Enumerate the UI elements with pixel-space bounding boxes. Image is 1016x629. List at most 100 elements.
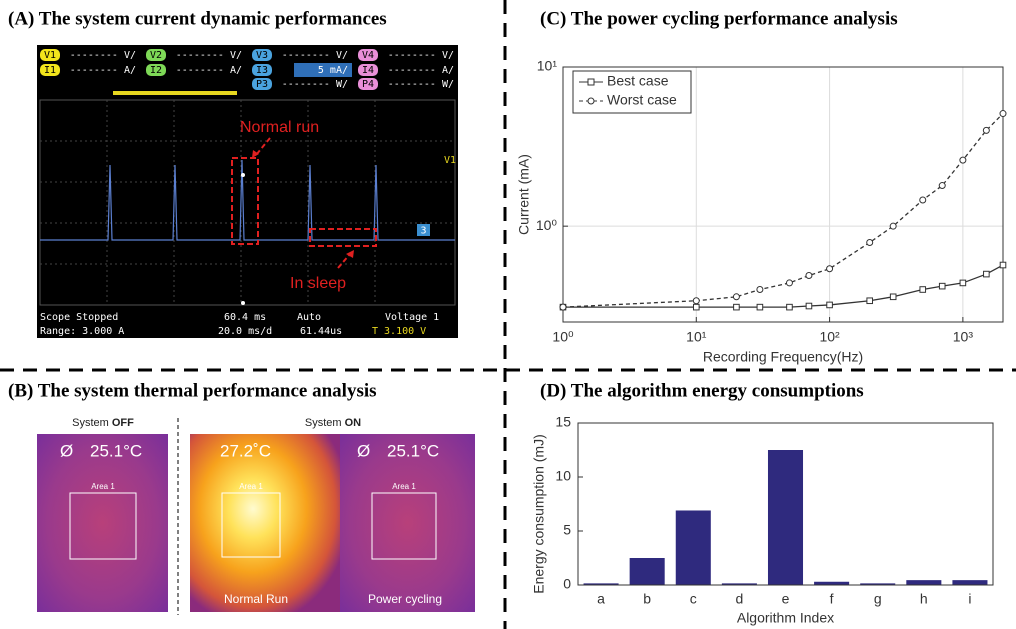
point bbox=[866, 238, 874, 246]
legend-label: Worst case bbox=[607, 92, 677, 108]
bar bbox=[583, 583, 619, 585]
status: 61.44us bbox=[300, 326, 342, 337]
state-value: ON bbox=[345, 417, 362, 429]
channel-reading: -------- V/ bbox=[70, 50, 136, 61]
point bbox=[826, 265, 834, 273]
x-tick-label: 10³ bbox=[953, 329, 974, 345]
channel-reading: -------- A/ bbox=[176, 65, 242, 76]
plot-frame bbox=[39, 99, 456, 306]
status: Range: 3.000 A bbox=[40, 326, 124, 337]
channel-label: P3 bbox=[256, 79, 268, 90]
temperature: 25.1°C bbox=[387, 441, 439, 460]
thermal-image bbox=[340, 434, 475, 612]
panel-title: (A) The system current dynamic performan… bbox=[8, 8, 387, 29]
cursor bbox=[241, 301, 245, 305]
status: Scope Stopped bbox=[40, 312, 118, 323]
point bbox=[692, 297, 700, 305]
y-axis-label: Current (mA) bbox=[516, 154, 532, 235]
channel-label: V3 bbox=[256, 50, 268, 61]
status: T 3.100 V bbox=[372, 326, 426, 337]
panel-title: (C) The power cycling performance analys… bbox=[540, 8, 898, 29]
legend-marker bbox=[587, 78, 595, 86]
caption: Normal Run bbox=[224, 592, 288, 606]
scope-grid bbox=[40, 100, 455, 305]
arrowhead bbox=[252, 150, 259, 158]
status: 20.0 ms/d bbox=[218, 326, 272, 337]
bar bbox=[860, 583, 896, 585]
channel-reading: -------- V/ bbox=[176, 50, 242, 61]
plot-frame bbox=[562, 66, 1004, 323]
x-axis-label: Algorithm Index bbox=[737, 610, 834, 626]
x-tick-label: c bbox=[690, 591, 697, 607]
point bbox=[866, 297, 874, 305]
state-label: System OFF bbox=[72, 417, 134, 429]
bar bbox=[767, 450, 804, 585]
channel-badge bbox=[358, 49, 378, 61]
channel-label: I4 bbox=[362, 65, 374, 76]
thermal-image bbox=[190, 434, 340, 612]
point bbox=[982, 126, 990, 134]
annotation: Normal run bbox=[240, 119, 319, 136]
cursor bbox=[241, 173, 245, 177]
point bbox=[999, 110, 1007, 118]
channel-badge bbox=[252, 49, 272, 61]
trigger-label: V1 bbox=[444, 155, 456, 166]
y-tick-label: 10¹ bbox=[537, 58, 558, 74]
x-tick-label: i bbox=[968, 591, 971, 607]
symbol: Ø bbox=[60, 441, 73, 460]
area-label: Area 1 bbox=[392, 482, 416, 491]
point bbox=[999, 261, 1007, 269]
panel-title: (D) The algorithm energy consumptions bbox=[540, 380, 864, 401]
state-text: System bbox=[305, 417, 345, 429]
bar bbox=[629, 558, 665, 585]
bar bbox=[113, 91, 237, 95]
x-tick-label: f bbox=[830, 591, 834, 607]
point bbox=[786, 303, 793, 311]
area-box bbox=[221, 492, 281, 558]
x-tick-label: 10⁰ bbox=[552, 329, 574, 345]
channel-badge bbox=[252, 78, 272, 90]
point bbox=[889, 293, 897, 301]
highlight-box bbox=[309, 228, 377, 247]
oscilloscope: Normal run In sleep 3 V1 Scope Stopped R… bbox=[37, 45, 458, 338]
channel-marker-label: 3 bbox=[420, 226, 426, 237]
channel-badge bbox=[40, 49, 60, 61]
y-tick-label: 5 bbox=[563, 522, 571, 538]
state-text: System bbox=[72, 417, 112, 429]
symbol: Ø bbox=[357, 441, 370, 460]
point bbox=[805, 271, 813, 279]
point bbox=[692, 303, 700, 311]
legend-label: Best case bbox=[607, 73, 669, 89]
point bbox=[983, 270, 990, 278]
panel-title: (B) The system thermal performance analy… bbox=[8, 380, 377, 401]
thermal-image bbox=[37, 434, 168, 612]
x-tick-label: e bbox=[782, 591, 790, 607]
area-label: Area 1 bbox=[239, 482, 263, 491]
y-tick-label: 0 bbox=[563, 576, 571, 592]
point bbox=[756, 286, 764, 294]
x-tick-label: g bbox=[874, 591, 882, 607]
channel-reading: -------- W/ bbox=[388, 79, 454, 90]
highlight-box bbox=[231, 157, 259, 245]
x-tick-label: 10¹ bbox=[686, 329, 707, 345]
arrow bbox=[337, 253, 351, 269]
status: Auto bbox=[297, 312, 321, 323]
bar bbox=[721, 583, 757, 585]
status: 60.4 ms bbox=[224, 312, 266, 323]
area-box bbox=[69, 492, 137, 560]
y-tick-label: 10⁰ bbox=[536, 217, 558, 233]
y-axis-label: Energy consumption (mJ) bbox=[531, 434, 547, 594]
channel-badge bbox=[358, 78, 378, 90]
caption: Power cycling bbox=[368, 592, 442, 606]
channel-reading: 5 mA/ bbox=[318, 65, 348, 76]
point bbox=[959, 156, 967, 164]
point bbox=[805, 302, 813, 310]
point bbox=[959, 279, 967, 287]
current-trace bbox=[40, 159, 455, 241]
channel-badge bbox=[40, 64, 60, 76]
channel-badge bbox=[146, 49, 166, 61]
x-tick-label: d bbox=[735, 591, 743, 607]
series-line bbox=[563, 264, 1004, 308]
channel-label: I2 bbox=[150, 65, 162, 76]
